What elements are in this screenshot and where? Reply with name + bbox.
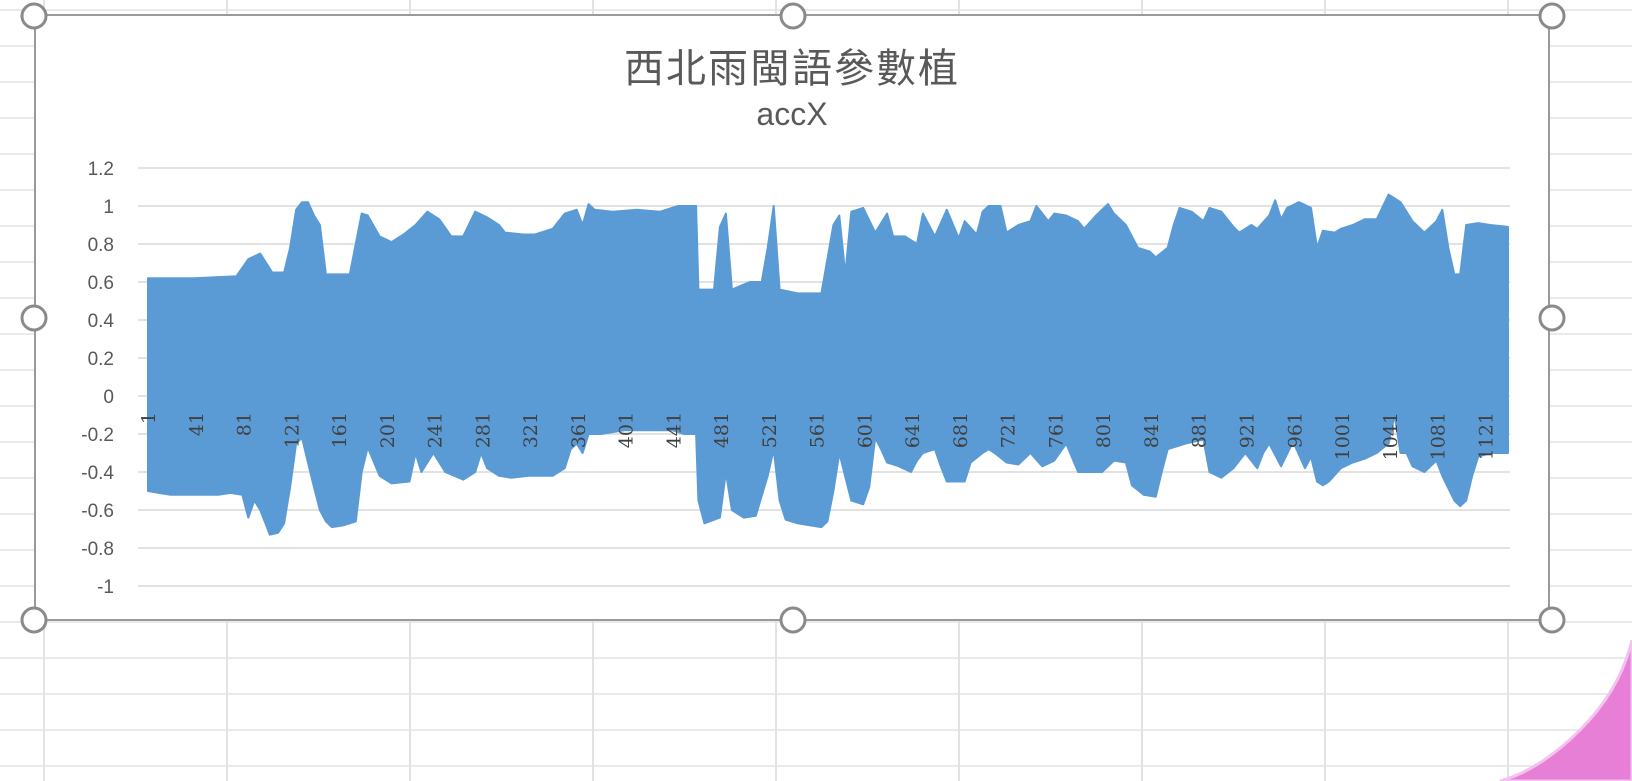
x-tick-label-2: 81 [234,412,256,436]
resize-handle-4[interactable] [1538,304,1566,332]
x-tick-label-12: 481 [711,412,733,448]
x-tick-label-24: 961 [1284,412,1306,448]
x-tick-label-18: 721 [998,412,1020,448]
series-area-0[interactable] [147,193,1509,536]
x-tick-label-3: 121 [281,412,303,448]
y-tick-label-0: 1.2 [88,159,114,180]
resize-handle-3[interactable] [20,304,48,332]
resize-handle-5[interactable] [20,606,48,634]
x-tick-label-11: 441 [663,412,685,448]
resize-handle-6[interactable] [779,606,807,634]
x-tick-label-28: 1121 [1475,412,1497,460]
resize-handle-2[interactable] [1538,2,1566,30]
x-tick-label-0: 1 [138,412,160,424]
x-tick-label-23: 921 [1237,412,1259,448]
y-tick-label-5: 0.2 [88,349,114,370]
x-tick-label-26: 1041 [1380,412,1402,460]
x-tick-label-17: 681 [950,412,972,448]
y-tick-label-2: 0.8 [88,235,114,256]
x-tick-label-14: 561 [807,412,829,448]
x-tick-label-25: 1001 [1332,412,1354,460]
x-tick-label-1: 41 [186,412,208,436]
x-tick-label-8: 321 [520,412,542,448]
chart-title: 西北雨閩語參數植 [624,46,960,92]
x-tick-label-6: 241 [425,412,447,448]
x-tick-label-13: 521 [759,412,781,448]
x-tick-label-21: 841 [1141,412,1163,448]
y-tick-label-7: -0.2 [81,425,114,446]
x-tick-label-15: 601 [854,412,876,448]
x-tick-label-20: 801 [1093,412,1115,448]
corner-decoration-shape [1499,640,1632,781]
x-tick-label-4: 161 [329,412,351,448]
resize-handle-1[interactable] [779,2,807,30]
resize-handle-7[interactable] [1538,606,1566,634]
x-tick-label-5: 201 [377,412,399,448]
y-tick-label-11: -1 [97,577,114,598]
x-tick-label-19: 761 [1045,412,1067,448]
y-tick-label-4: 0.4 [88,311,115,332]
resize-handle-0[interactable] [20,2,48,30]
y-tick-label-10: -0.8 [81,539,114,560]
y-tick-label-8: -0.4 [81,463,114,484]
y-tick-label-1: 1 [103,197,114,218]
chart-subtitle: accX [756,96,828,132]
x-tick-label-27: 1081 [1428,412,1450,460]
x-tick-label-10: 401 [616,412,638,448]
x-tick-label-9: 361 [568,412,590,448]
y-tick-label-9: -0.6 [81,501,114,522]
y-tick-label-3: 0.6 [88,273,114,294]
x-tick-label-16: 641 [902,412,924,448]
y-tick-label-6: 0 [103,387,114,408]
x-tick-label-22: 881 [1189,412,1211,448]
x-tick-label-7: 281 [472,412,494,448]
